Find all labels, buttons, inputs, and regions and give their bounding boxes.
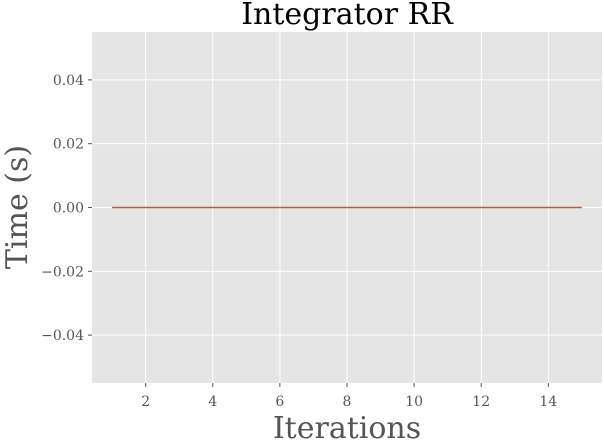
y-tick-label: −0.02 <box>41 264 84 280</box>
y-tick-label: 0.02 <box>53 137 84 153</box>
x-axis-label: Iterations <box>273 411 421 444</box>
chart-title: Integrator RR <box>241 0 454 32</box>
x-tick-label: 4 <box>208 394 217 410</box>
ticks: 2 4 6 8 10 12 14 −0.04 −0.02 0.00 0.02 0.04 <box>41 73 557 410</box>
y-tick-label: 0.04 <box>53 73 84 89</box>
y-axis-label: Time (s) <box>0 145 35 269</box>
x-tick-label: 6 <box>275 394 284 410</box>
y-tick-label: 0.00 <box>53 201 84 217</box>
x-tick-label: 12 <box>472 394 490 410</box>
x-tick-label: 10 <box>405 394 423 410</box>
x-tick-label: 2 <box>141 394 150 410</box>
y-tick-label: −0.04 <box>41 328 84 344</box>
x-tick-label: 8 <box>343 394 352 410</box>
x-tick-label: 14 <box>539 394 557 410</box>
